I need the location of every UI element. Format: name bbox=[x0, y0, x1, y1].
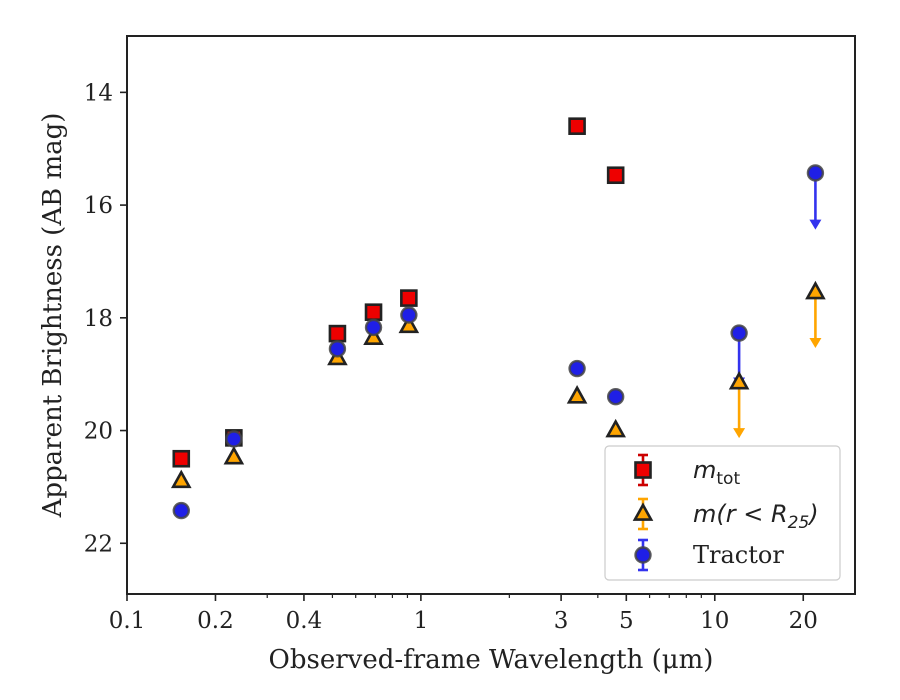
legend-marker-triangle bbox=[632, 502, 654, 521]
plot-frame bbox=[126, 35, 856, 595]
data-point-triangle bbox=[566, 385, 588, 404]
data-point-triangle bbox=[363, 326, 384, 345]
legend-marker-square bbox=[634, 461, 652, 479]
x-axis: 0.1 0.2 0.4 1 3 5 10 20 bbox=[109, 594, 818, 634]
y-tick-label: 16 bbox=[84, 193, 113, 219]
x-tick-label: 20 bbox=[789, 608, 818, 634]
data-point-circle bbox=[606, 388, 625, 406]
data-point-square bbox=[568, 117, 586, 135]
data-point-circle bbox=[172, 501, 190, 520]
x-tick-label: 0.2 bbox=[197, 608, 234, 634]
data-point-circle bbox=[328, 340, 347, 358]
data-point-circle bbox=[568, 359, 586, 378]
y-tick-label: 20 bbox=[84, 419, 113, 445]
upper-limit-arrow bbox=[733, 382, 746, 439]
data-point-square bbox=[400, 289, 418, 307]
data-point-square bbox=[606, 166, 625, 185]
data-point-circle bbox=[400, 306, 418, 324]
x-tick-label: 5 bbox=[619, 608, 634, 634]
series-triangle-points bbox=[170, 280, 826, 489]
data-point-triangle bbox=[398, 314, 420, 334]
series-circle bbox=[733, 172, 822, 388]
legend-label: Tractor bbox=[693, 541, 784, 569]
limit-point-circle bbox=[730, 324, 748, 342]
limit-point-triangle bbox=[805, 280, 826, 300]
x-tick-label: 0.1 bbox=[109, 608, 146, 634]
x-tick-label: 10 bbox=[700, 608, 729, 634]
upper-limit-arrow bbox=[809, 292, 822, 348]
y-axis-title: Apparent Brightness (AB mag) bbox=[38, 113, 68, 519]
data-point-circle bbox=[364, 318, 383, 337]
x-axis-title: Observed-frame Wavelength (μm) bbox=[269, 645, 714, 675]
data-point-square bbox=[328, 324, 347, 343]
limit-point-circle bbox=[806, 164, 825, 182]
y-tick-label: 18 bbox=[84, 306, 113, 332]
data-point-square bbox=[364, 303, 383, 321]
data-point-triangle bbox=[170, 469, 192, 489]
x-tick-label: 0.4 bbox=[286, 608, 323, 634]
y-tick-label: 14 bbox=[84, 80, 113, 106]
upper-limit-arrowhead bbox=[809, 219, 822, 230]
x-tick-label: 1 bbox=[414, 608, 429, 634]
upper-limit-arrowhead bbox=[733, 428, 746, 439]
x-tick-label: 3 bbox=[554, 608, 569, 634]
series-square-points bbox=[172, 117, 625, 468]
data-point-circle bbox=[225, 430, 243, 448]
upper-limit-arrowhead bbox=[809, 338, 822, 348]
y-tick-label: 22 bbox=[84, 531, 113, 557]
series-circle-points bbox=[172, 164, 825, 520]
data-point-triangle bbox=[223, 445, 245, 465]
limit-point-triangle bbox=[728, 370, 750, 390]
legend-box bbox=[604, 445, 841, 581]
legend-marker-circle bbox=[634, 546, 652, 564]
data-point-square bbox=[172, 449, 191, 468]
data-marks bbox=[170, 117, 826, 520]
y-axis: 14 16 18 20 22 bbox=[84, 80, 127, 557]
data-point-triangle bbox=[605, 418, 626, 438]
series-triangle bbox=[733, 292, 822, 439]
legend-entry: Tractor bbox=[634, 538, 784, 572]
